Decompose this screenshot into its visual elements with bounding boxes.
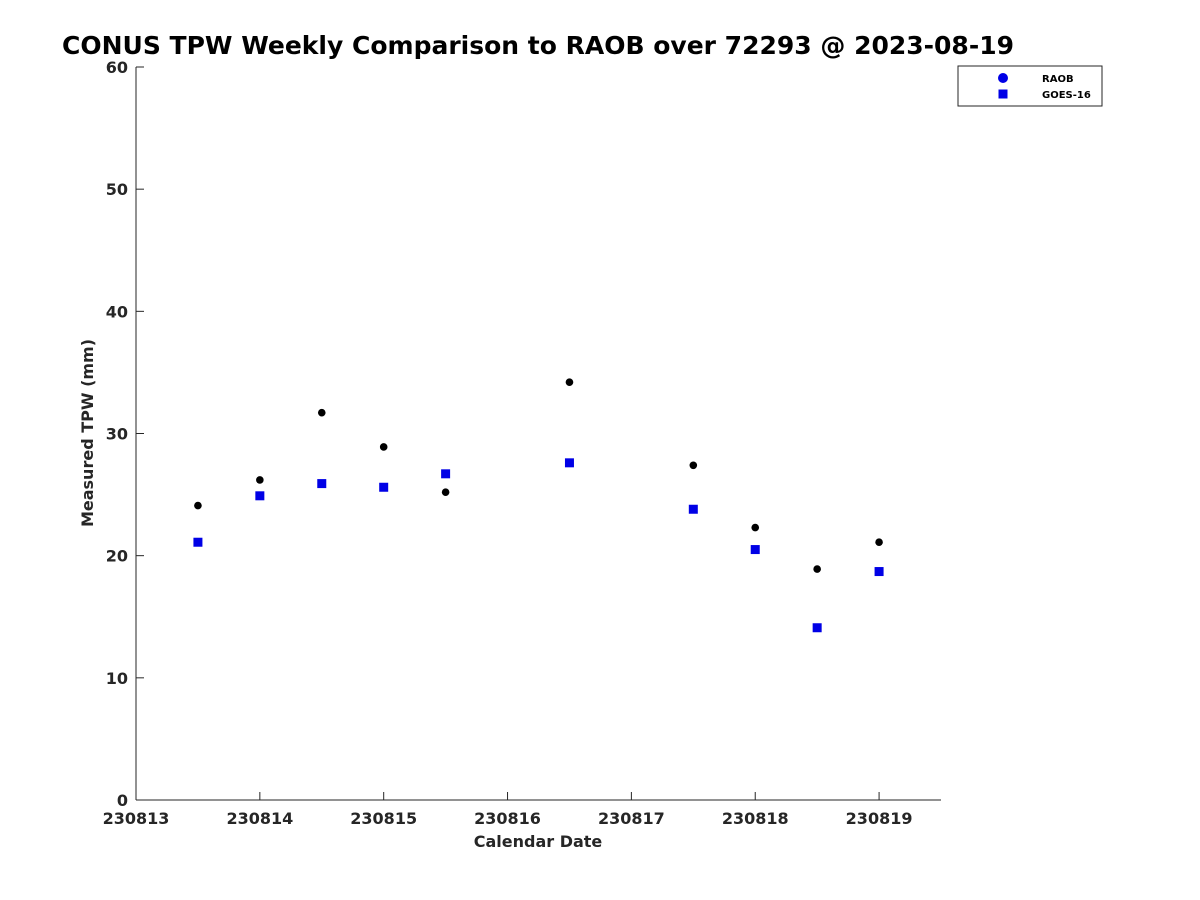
y-tick-label: 50 (106, 180, 128, 199)
data-point (565, 378, 574, 386)
data-point (813, 565, 821, 573)
x-tick-label: 230813 (103, 809, 170, 828)
legend-marker (998, 89, 1008, 99)
data-point (441, 488, 450, 496)
data-point (194, 501, 202, 510)
data-point (688, 504, 698, 514)
y-tick-label: 0 (117, 791, 128, 810)
x-tick-label: 230818 (722, 809, 789, 828)
data-point (751, 523, 760, 532)
legend-label: GOES-16 (1042, 90, 1091, 101)
y-tick-label: 40 (106, 302, 128, 321)
chart-title: CONUS TPW Weekly Comparison to RAOB over… (62, 31, 1014, 60)
x-tick-label: 230816 (474, 809, 541, 828)
x-tick-label: 230815 (350, 809, 417, 828)
legend-label: RAOB (1042, 74, 1074, 85)
x-axis-label: Calendar Date (474, 832, 603, 851)
data-point (317, 408, 326, 417)
series-goes-16 (193, 458, 884, 633)
x-tick-label: 230819 (846, 809, 913, 828)
y-tick-label: 20 (106, 547, 128, 566)
data-point (379, 443, 388, 451)
legend-box (957, 65, 1103, 107)
data-point (812, 623, 822, 633)
y-tick-label: 30 (106, 425, 128, 444)
data-point (874, 567, 884, 577)
data-point (441, 469, 451, 479)
y-tick-label: 60 (106, 58, 128, 77)
data-point (689, 461, 698, 470)
data-marks (193, 378, 884, 633)
y-axis-label: Measured TPW (mm) (78, 339, 97, 527)
x-tick-label: 230817 (598, 809, 665, 828)
data-point (255, 491, 265, 501)
data-point (564, 458, 574, 468)
series-raob (194, 378, 883, 573)
data-point (193, 537, 203, 547)
legend: RAOB GOES-16 (957, 65, 1103, 107)
data-point (750, 545, 760, 555)
data-point (317, 479, 327, 489)
data-point (875, 538, 883, 547)
legend-marker (998, 73, 1008, 83)
axes: 230813 230814 230815 230816 230817 230818 2308… (103, 58, 941, 828)
data-point (256, 476, 264, 484)
y-tick-label: 10 (106, 669, 128, 688)
x-tick-label: 230814 (226, 809, 293, 828)
data-point (379, 482, 389, 492)
